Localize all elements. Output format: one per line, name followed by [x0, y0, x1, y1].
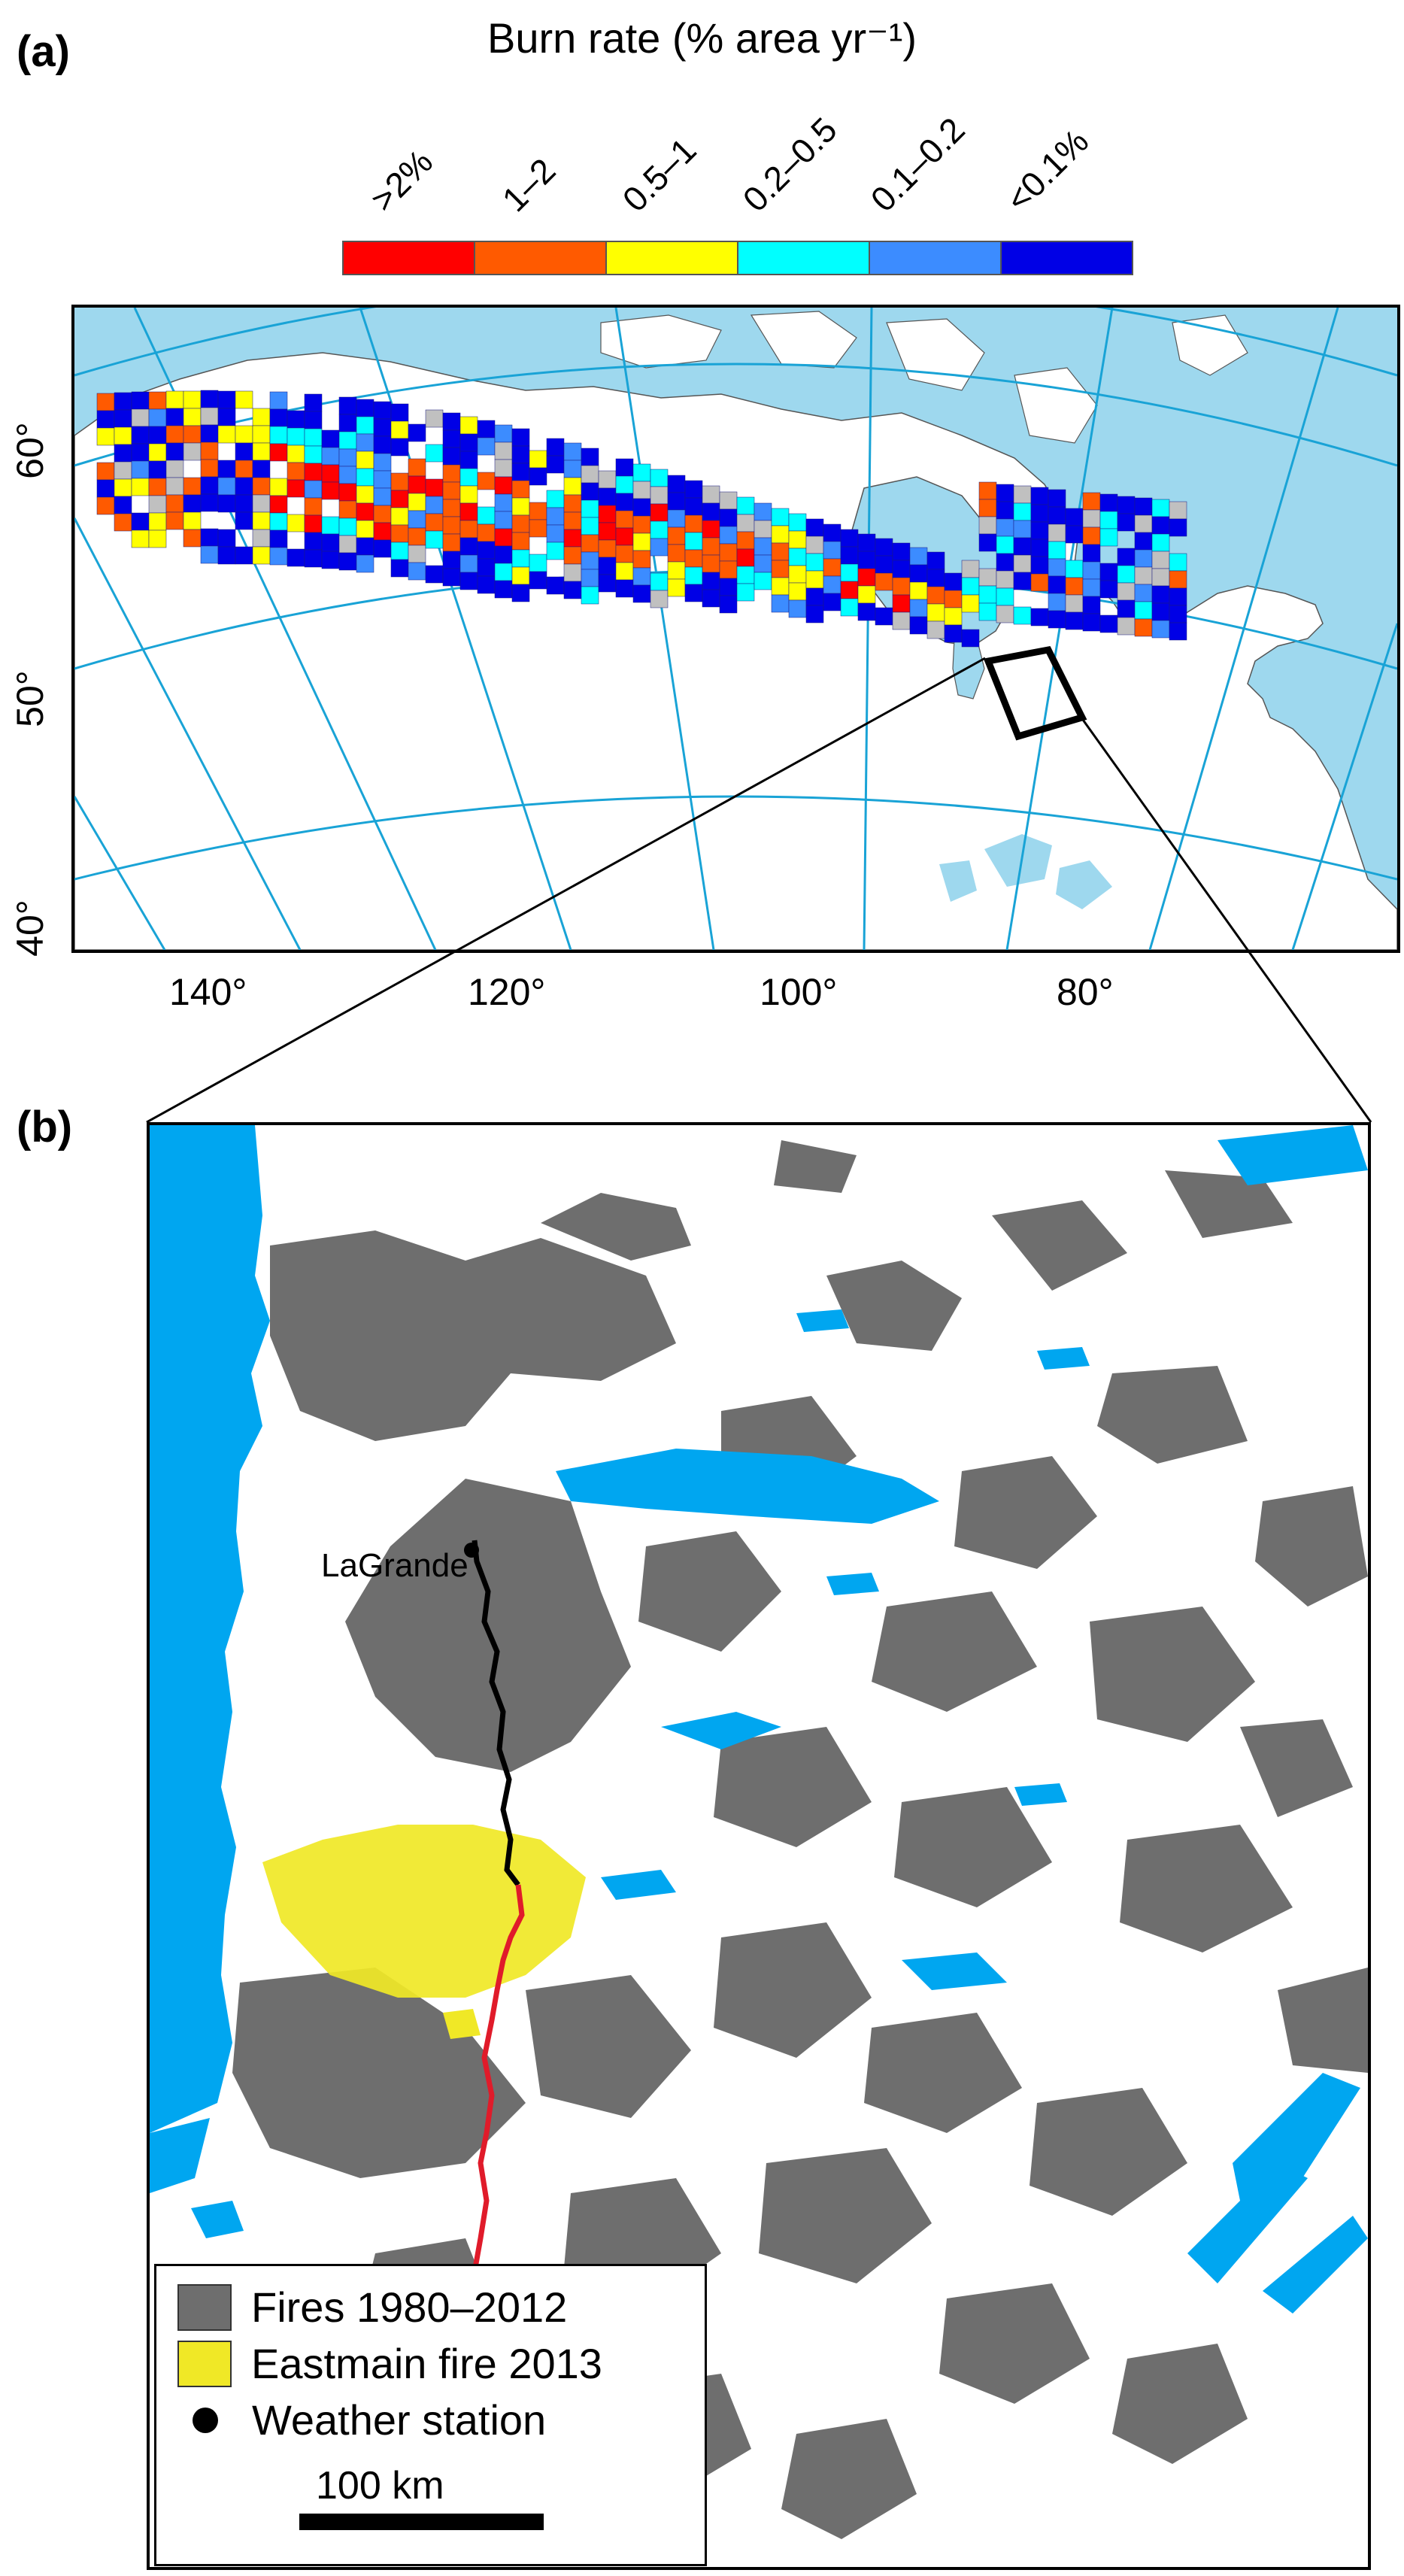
- scale-bar-label: 100 km: [316, 2464, 444, 2508]
- burn-rate-cell: [511, 584, 530, 602]
- lon-label-140: 140°: [169, 971, 247, 1013]
- burn-rate-grid: [96, 390, 1187, 648]
- lakes-rivers: [556, 1125, 1368, 2314]
- route-north: [472, 1540, 520, 1887]
- burn-rate-cell: [719, 595, 738, 614]
- colorbar-class-02-05: [738, 242, 870, 274]
- canada-burn-rate-map: [71, 305, 1400, 953]
- colorbar-class-lt01: [1002, 242, 1132, 274]
- legend-label-eastmain: Eastmain fire 2013: [251, 2340, 602, 2387]
- colorbar: [342, 241, 1133, 275]
- colorbar-class-1-2: [475, 242, 607, 274]
- colorbar-class-01-02: [870, 242, 1002, 274]
- burn-rate-cell: [961, 629, 980, 648]
- lon-label-80: 80°: [1057, 971, 1114, 1013]
- legend-item-fires: Fires 1980–2012: [177, 2283, 567, 2332]
- burn-rate-cell: [650, 590, 669, 608]
- burn-rate-cell: [408, 423, 426, 442]
- burn-rate-cell: [581, 586, 599, 605]
- legend-dot-station: [193, 2407, 218, 2433]
- burn-rate-cell: [805, 605, 824, 624]
- legend-item-station: Weather station: [177, 2395, 546, 2444]
- eastmain-map-svg: [150, 1125, 1368, 2539]
- colorbar-class-gt2: [344, 242, 475, 274]
- legend-label-fires: Fires 1980–2012: [251, 2283, 568, 2331]
- burn-rate-cell: [390, 438, 409, 457]
- colorbar-title: Burn rate (% area yr⁻¹): [487, 14, 917, 62]
- station-label: LaGrande: [321, 1547, 469, 1584]
- scale-bar: [299, 2514, 544, 2530]
- inset-connector-lines: [146, 657, 1372, 1124]
- burn-rate-cell: [1099, 528, 1118, 547]
- canada-map-svg: [74, 308, 1397, 950]
- burn-rate-cell: [1169, 622, 1187, 641]
- panel-a-label: (a): [17, 27, 70, 76]
- lon-label-120: 120°: [468, 971, 546, 1013]
- burn-rate-cell: [356, 554, 375, 573]
- burn-rate-cell: [736, 583, 755, 602]
- legend-swatch-fires: [177, 2283, 232, 2331]
- burn-rate-cell: [529, 467, 547, 486]
- burn-rate-cell: [235, 390, 253, 409]
- burn-rate-cell: [1169, 518, 1187, 537]
- lon-label-100: 100°: [760, 971, 838, 1013]
- legend-item-eastmain: Eastmain fire 2013: [177, 2339, 602, 2388]
- eastmain-fire-polygon: [262, 1825, 586, 1998]
- weather-station-marker: [464, 1543, 479, 1558]
- colorbar-class-05-1: [607, 242, 738, 274]
- burn-rate-cell: [148, 529, 167, 548]
- route-south: [466, 1884, 525, 2337]
- legend-label-station: Weather station: [252, 2396, 547, 2444]
- legend-swatch-eastmain: [177, 2340, 232, 2387]
- panel-b-label: (b): [17, 1103, 73, 1151]
